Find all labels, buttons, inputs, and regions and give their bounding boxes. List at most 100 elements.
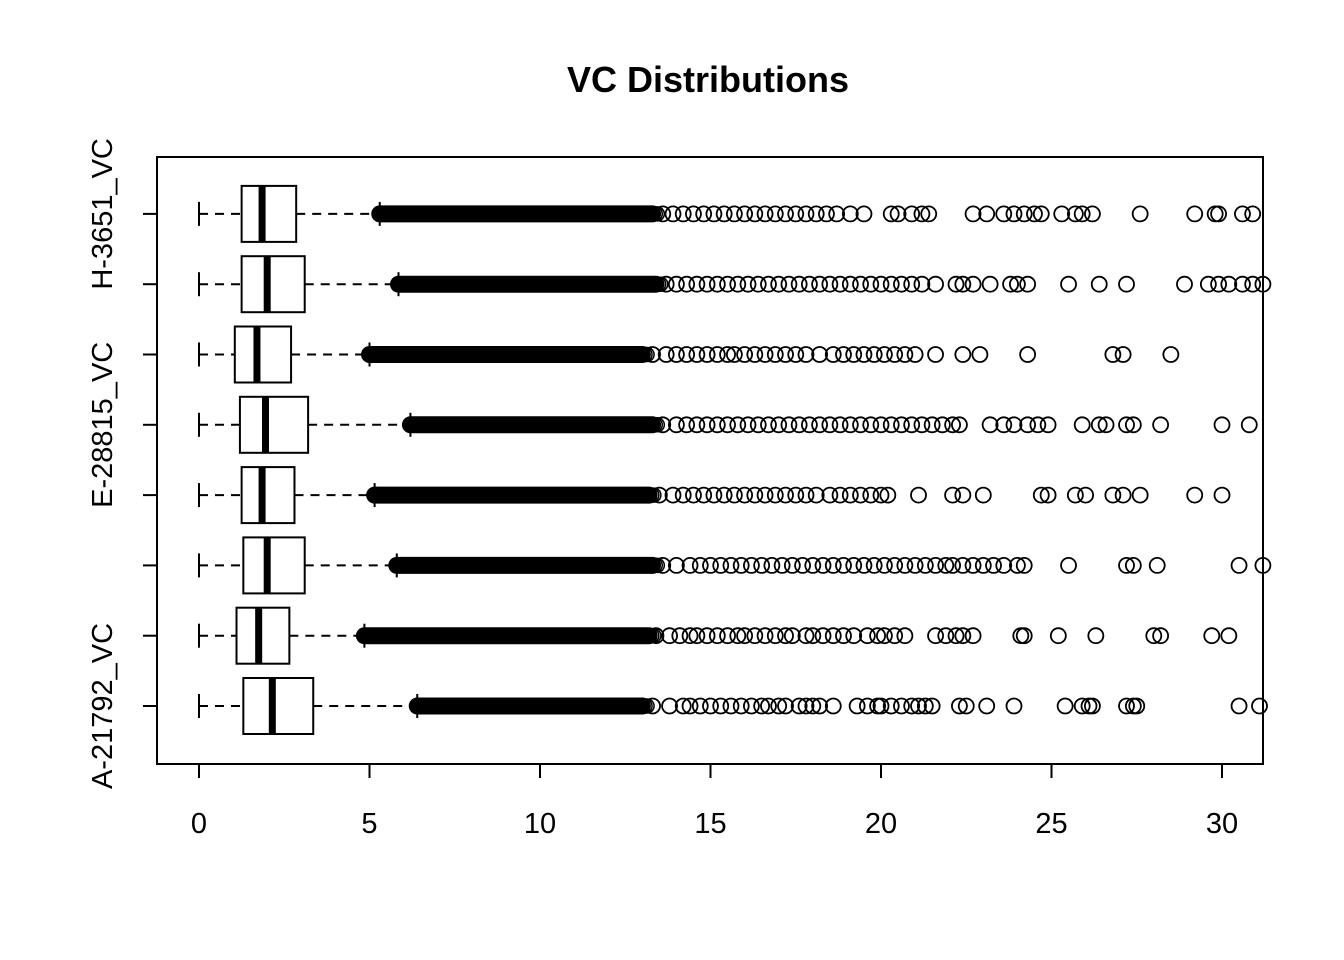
outlier-point [746,205,764,223]
outlier-point [746,346,764,363]
outlier-point [725,486,743,504]
outlier-point [674,486,692,504]
x-tick-label: 30 [1206,808,1238,840]
outlier-point [1213,416,1231,434]
outlier-point [783,557,801,574]
outlier-point [906,557,924,574]
outlier-point [811,697,829,715]
box-iqr [238,395,310,454]
outlier-point [1199,275,1217,293]
outlier-point [1124,416,1142,434]
outlier-point [964,205,982,223]
box-group [198,677,1268,735]
outlier-point [811,346,829,363]
outlier-point [688,416,706,434]
outlier-point [862,416,880,434]
outlier-point [639,698,655,714]
outlier-point [889,205,907,223]
outlier-point [695,205,713,223]
outlier-point [1053,205,1071,223]
outlier-point [804,627,822,645]
outlier-point [650,486,668,504]
outlier-point [790,416,808,434]
outlier-point [876,557,893,574]
outlier-point [708,275,726,293]
x-tick-label: 15 [694,808,726,840]
outlier-point [639,346,655,363]
outlier-point [978,697,996,715]
box-group [198,606,1238,665]
outlier-point [1026,205,1043,223]
outlier-point [688,627,706,645]
outlier-point [896,346,914,363]
outlier-point [903,697,921,715]
outlier-point [1084,697,1101,715]
y-category-label: A-21792_VC [87,623,119,789]
outlier-point [743,557,760,574]
outlier-point [1114,346,1132,363]
outlier-point [937,627,955,645]
outlier-point [937,557,955,574]
outlier-point [1073,205,1091,223]
outlier-point [1220,275,1238,293]
outlier-point [760,416,777,434]
outlier-point [1066,486,1084,504]
outlier-point [927,275,944,293]
outlier-point [841,486,859,504]
outlier-point [886,346,904,363]
outlier-point [858,697,876,715]
outlier-point [1203,627,1221,645]
outlier-point [678,416,696,434]
outlier-point [841,205,859,223]
outlier-point [698,346,716,363]
outlier-point [736,627,753,645]
outlier-point [668,557,685,574]
outlier-point [719,416,736,434]
outlier-point [954,627,972,645]
outlier-point [739,275,757,293]
outlier-point [790,275,808,293]
outlier-point [981,416,999,434]
outlier-point [954,275,972,293]
outlier-point [647,627,665,645]
box-iqr [240,255,306,314]
outlier-point [855,205,873,223]
outlier-point [835,557,852,574]
outlier-point [760,275,777,293]
outlier-point [725,346,743,363]
outlier-point [681,557,699,574]
outlier-point [715,205,733,223]
outlier-point [1152,627,1170,645]
box-group [198,184,1262,243]
outlier-point [1019,275,1037,293]
outlier-point [814,557,832,574]
outlier-point [910,697,927,715]
outlier-point [923,697,941,715]
outlier-point [770,416,788,434]
outlier-point [872,697,890,715]
outlier-point [1032,486,1050,504]
x-tick-label: 20 [865,808,897,840]
outlier-point [981,275,999,293]
outlier-point [848,697,866,715]
outlier-point [736,346,753,363]
outlier-point [756,627,774,645]
outlier-point [1186,205,1204,223]
outlier-point [1090,416,1108,434]
outlier-point [719,275,736,293]
outlier-point [978,205,996,223]
outlier-point [1005,697,1023,715]
outlier-point [957,697,975,715]
outlier-point [736,205,753,223]
outlier-point [790,697,808,715]
outlier-point [1039,416,1057,434]
outlier-point [1118,697,1135,715]
outlier-point [824,627,842,645]
outlier-point [824,346,842,363]
outlier-point [841,416,859,434]
outlier-point [1012,627,1030,645]
outlier-point [1009,557,1026,574]
outlier-point [869,627,886,645]
outlier-point [649,557,666,574]
box-iqr [233,325,293,384]
